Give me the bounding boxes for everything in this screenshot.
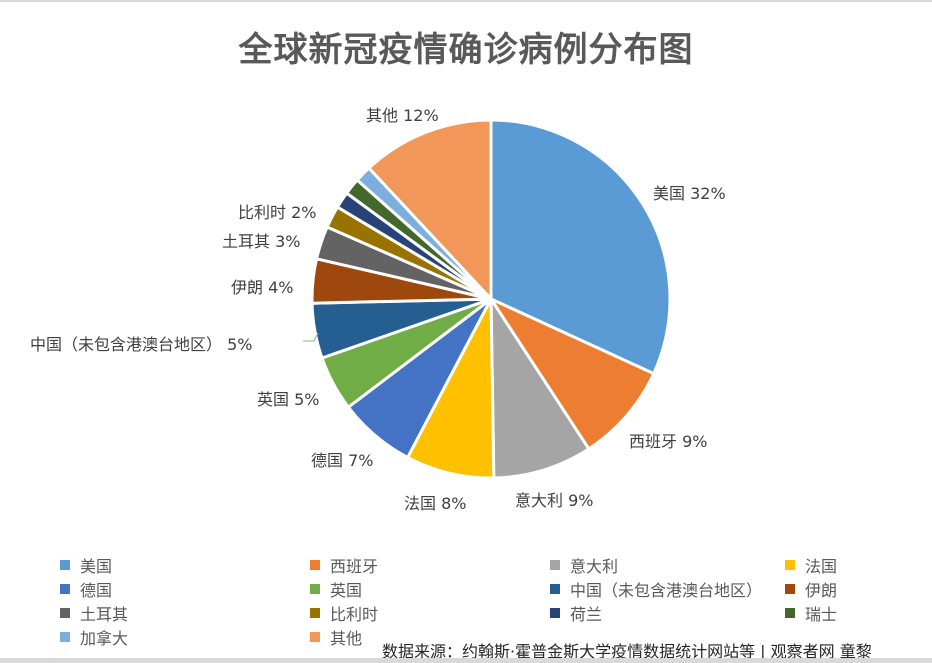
- legend-item: 比利时: [310, 601, 378, 625]
- legend-swatch: [60, 608, 70, 618]
- legend-swatch: [310, 584, 320, 594]
- legend-label: 其他: [330, 629, 363, 648]
- legend-swatch: [785, 560, 795, 570]
- data-label-uk: 英国 5%: [257, 390, 320, 409]
- legend-label: 法国: [805, 557, 838, 576]
- data-label-iran: 伊朗 4%: [231, 278, 294, 297]
- legend-item: 法国: [785, 553, 837, 577]
- data-label-usa: 美国 32%: [653, 184, 726, 203]
- data-label-italy: 意大利 9%: [515, 491, 594, 510]
- legend-item: 西班牙: [310, 553, 378, 577]
- data-label-china: 中国（未包含港澳台地区） 5%: [30, 335, 253, 354]
- pie-slice: [486, 295, 656, 451]
- data-label-germany: 德国 7%: [311, 451, 374, 470]
- legend-swatch: [60, 632, 70, 642]
- legend-swatch: [785, 584, 795, 594]
- legend-swatch: [310, 560, 320, 570]
- legend-label: 英国: [330, 581, 363, 600]
- pie-slice: [366, 118, 493, 303]
- legend-label: 中国（未包含港澳台地区）: [570, 581, 763, 600]
- legend-swatch: [550, 608, 560, 618]
- leader-line: [303, 332, 319, 342]
- data-label-spain: 西班牙 9%: [629, 432, 708, 451]
- legend-item: 土耳其: [60, 601, 128, 625]
- legend-swatch: [310, 608, 320, 618]
- legend-label: 意大利: [570, 557, 619, 576]
- bottom-border: [0, 658, 932, 663]
- legend-label: 德国: [80, 581, 113, 600]
- legend-swatch: [310, 632, 320, 642]
- legend-label: 伊朗: [805, 581, 838, 600]
- legend-item: 美国: [60, 553, 112, 577]
- legend-swatch: [550, 584, 560, 594]
- legend-item: 加拿大: [60, 625, 128, 649]
- legend-label: 比利时: [330, 605, 379, 624]
- legend-item: 其他: [310, 625, 362, 649]
- legend-label: 瑞士: [805, 605, 838, 624]
- legend-label: 土耳其: [80, 605, 129, 624]
- legend-item: 中国（未包含港澳台地区）: [550, 577, 762, 601]
- legend-label: 加拿大: [80, 629, 129, 648]
- legend-swatch: [785, 608, 795, 618]
- data-label-france: 法国 8%: [404, 494, 467, 513]
- legend-swatch: [60, 584, 70, 594]
- legend-item: 德国: [60, 577, 112, 601]
- legend-item: 意大利: [550, 553, 618, 577]
- source-note: 数据来源：约翰斯·霍普金斯大学疫情数据统计网站等 | 观察者网 童黎: [382, 642, 872, 661]
- legend-item: 瑞士: [785, 601, 837, 625]
- data-label-belgium: 比利时 2%: [238, 203, 317, 222]
- data-label-turkey: 土耳其 3%: [222, 232, 301, 251]
- legend-label: 美国: [80, 557, 113, 576]
- legend-item: 荷兰: [550, 601, 602, 625]
- legend-swatch: [60, 560, 70, 570]
- legend-swatch: [550, 560, 560, 570]
- data-label-other: 其他 12%: [366, 106, 439, 125]
- legend-label: 荷兰: [570, 605, 603, 624]
- pie-slice: [405, 298, 496, 480]
- pie-slice: [489, 118, 672, 376]
- legend-item: 伊朗: [785, 577, 837, 601]
- pie-slice: [489, 293, 591, 480]
- top-border: [0, 0, 932, 2]
- chart-title: 全球新冠疫情确诊病例分布图: [238, 30, 694, 70]
- legend-label: 西班牙: [330, 557, 379, 576]
- legend-item: 英国: [310, 577, 362, 601]
